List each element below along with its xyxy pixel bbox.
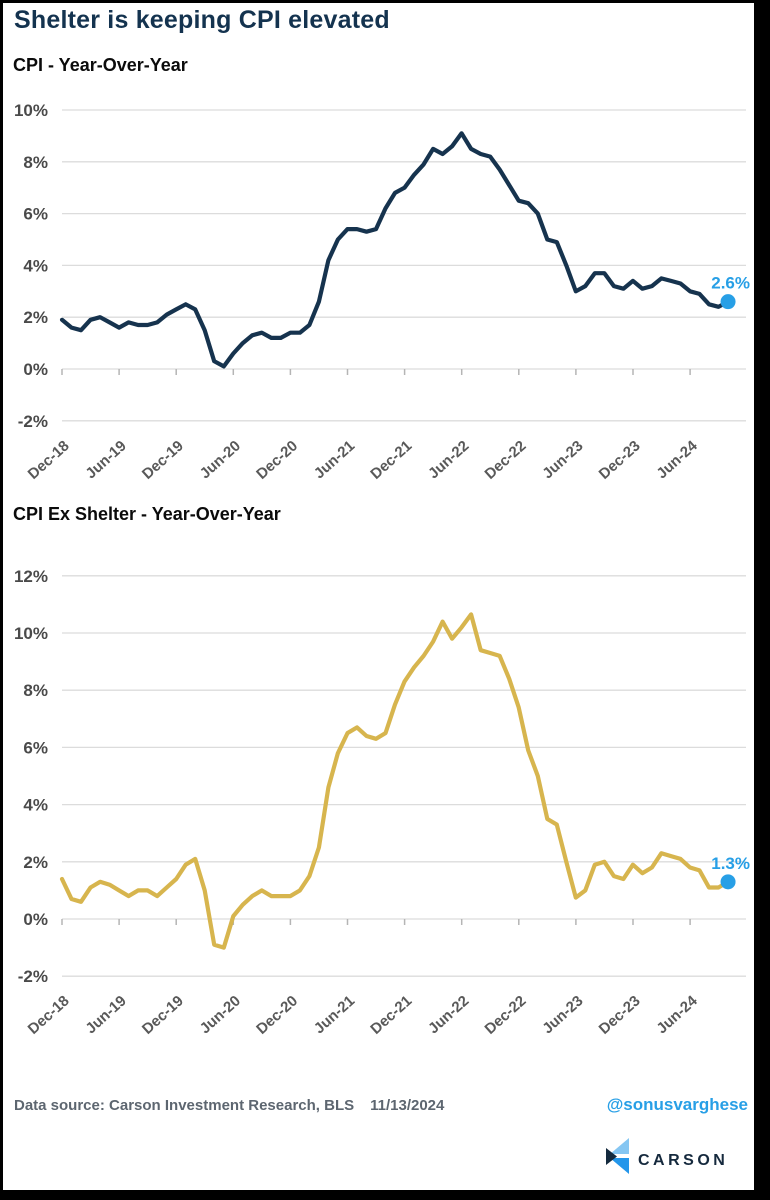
white-background <box>3 3 754 1190</box>
x-axis-tick-label: Jun-20 <box>197 992 244 1037</box>
x-axis-tick-label: Dec-18 <box>25 992 73 1038</box>
y-axis-tick-label: 4% <box>23 256 48 275</box>
y-axis-tick-label: 0% <box>23 910 48 929</box>
y-axis-tick-label: 0% <box>23 360 48 379</box>
data-line <box>59 131 731 369</box>
logo-arrow-triangle <box>606 1148 617 1165</box>
x-axis-tick-label: Dec-23 <box>596 437 644 483</box>
carson-logo-icon <box>606 1138 629 1174</box>
y-axis-tick-label: 2% <box>23 853 48 872</box>
x-axis-tick-label: Jun-24 <box>653 992 701 1037</box>
data-source-text: Data source: Carson Investment Research,… <box>14 1097 355 1114</box>
x-axis-tick-label: Dec-18 <box>25 437 73 483</box>
latest-point-dot <box>720 294 736 310</box>
page-title: Shelter is keeping CPI elevated <box>14 6 390 34</box>
logo-bottom-triangle <box>610 1158 629 1174</box>
y-axis-tick-label: 6% <box>23 205 48 224</box>
cpi-yoy-line-chart: 10% 8% 6% 4% 2% 0% -2% Dec-18 Jun-19 Dec-19 Jun-20… <box>14 101 750 483</box>
y-axis-tick-label: 2% <box>23 308 48 327</box>
x-axis-tick-label: Jun-21 <box>311 437 358 482</box>
data-source-date: 11/13/2024 <box>370 1097 445 1114</box>
cpi-ex-shelter-line-chart: 12%10%8%6%4%2%0%-2%Dec-18 Jun-19 Dec-19 Jun… <box>14 567 750 1038</box>
x-axis-tick-label: Jun-24 <box>653 437 701 482</box>
x-axis-tick-label: Jun-19 <box>82 992 129 1037</box>
logo-top-triangle <box>610 1138 629 1154</box>
x-axis-tick-label: Jun-23 <box>539 992 586 1037</box>
x-axis-tick-label: Dec-19 <box>139 437 187 483</box>
x-axis-tick-label: Jun-19 <box>82 437 129 482</box>
x-axis-tick-label: Jun-21 <box>311 992 358 1037</box>
data-source-note: Data source: Carson Investment Research,… <box>14 1097 444 1114</box>
y-axis-tick-label: 4% <box>23 796 48 815</box>
chart1-title: CPI - Year-Over-Year <box>13 55 188 75</box>
x-axis-tick-label: Dec-20 <box>253 992 301 1038</box>
x-axis-tick-label: Dec-20 <box>253 437 301 483</box>
latest-value-label: 1.3% <box>711 854 750 873</box>
x-axis-tick-label: Dec-22 <box>482 992 530 1038</box>
x-axis-tick-label: Jun-20 <box>197 437 244 482</box>
twitter-handle-link[interactable]: @sonusvarghese <box>606 1095 748 1114</box>
y-axis-tick-label: -2% <box>18 412 48 431</box>
x-axis-tick-label: Dec-21 <box>367 437 415 483</box>
x-axis-tick-label: Dec-19 <box>139 992 187 1038</box>
y-axis-tick-label: 12% <box>14 567 48 586</box>
x-axis-tick-label: Dec-23 <box>596 992 644 1038</box>
y-axis-tick-label: 8% <box>23 153 48 172</box>
x-axis-tick-label: Jun-23 <box>539 437 586 482</box>
x-axis-tick-label: Jun-22 <box>425 437 472 482</box>
y-axis-tick-label: 6% <box>23 738 48 757</box>
latest-value-label: 2.6% <box>711 274 750 293</box>
y-axis-tick-label: 10% <box>14 101 48 120</box>
x-axis-tick-label: Jun-22 <box>425 992 472 1037</box>
x-axis-tick-label: Dec-22 <box>482 437 530 483</box>
chart2-title: CPI Ex Shelter - Year-Over-Year <box>13 504 281 524</box>
latest-point-dot <box>720 874 736 890</box>
x-axis-tick-label: Dec-21 <box>367 992 415 1038</box>
y-axis-tick-label: 8% <box>23 681 48 700</box>
y-axis-tick-label: -2% <box>18 967 48 986</box>
carson-wordmark: CARSON <box>638 1152 729 1169</box>
y-axis-tick-label: 10% <box>14 624 48 643</box>
data-line <box>59 612 731 950</box>
